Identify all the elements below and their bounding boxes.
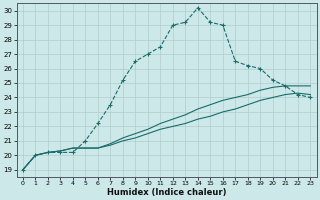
X-axis label: Humidex (Indice chaleur): Humidex (Indice chaleur): [107, 188, 226, 197]
